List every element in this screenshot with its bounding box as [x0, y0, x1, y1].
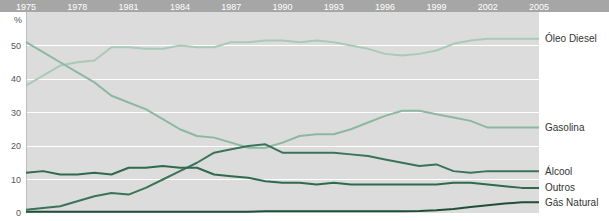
- svg-text:1996: 1996: [375, 2, 395, 12]
- svg-text:Gás Natural: Gás Natural: [545, 197, 598, 208]
- svg-text:1978: 1978: [67, 2, 87, 12]
- svg-text:30: 30: [11, 108, 21, 118]
- svg-text:1984: 1984: [170, 2, 190, 12]
- svg-text:50: 50: [11, 41, 21, 51]
- svg-text:2005: 2005: [529, 2, 549, 12]
- svg-text:Outros: Outros: [545, 182, 575, 193]
- svg-text:1990: 1990: [272, 2, 292, 12]
- svg-text:20: 20: [11, 141, 21, 151]
- svg-text:1993: 1993: [324, 2, 344, 12]
- svg-text:1981: 1981: [119, 2, 139, 12]
- svg-text:Álcool: Álcool: [545, 165, 572, 177]
- svg-text:10: 10: [11, 175, 21, 185]
- svg-text:2002: 2002: [478, 2, 498, 12]
- svg-text:1975: 1975: [16, 2, 36, 12]
- svg-text:40: 40: [11, 74, 21, 84]
- svg-text:Gasolina: Gasolina: [545, 122, 585, 133]
- svg-text:Óleo Diesel: Óleo Diesel: [545, 32, 597, 44]
- svg-text:1999: 1999: [426, 2, 446, 12]
- svg-text:1987: 1987: [221, 2, 241, 12]
- svg-text:%: %: [14, 15, 22, 25]
- svg-text:0: 0: [16, 208, 21, 218]
